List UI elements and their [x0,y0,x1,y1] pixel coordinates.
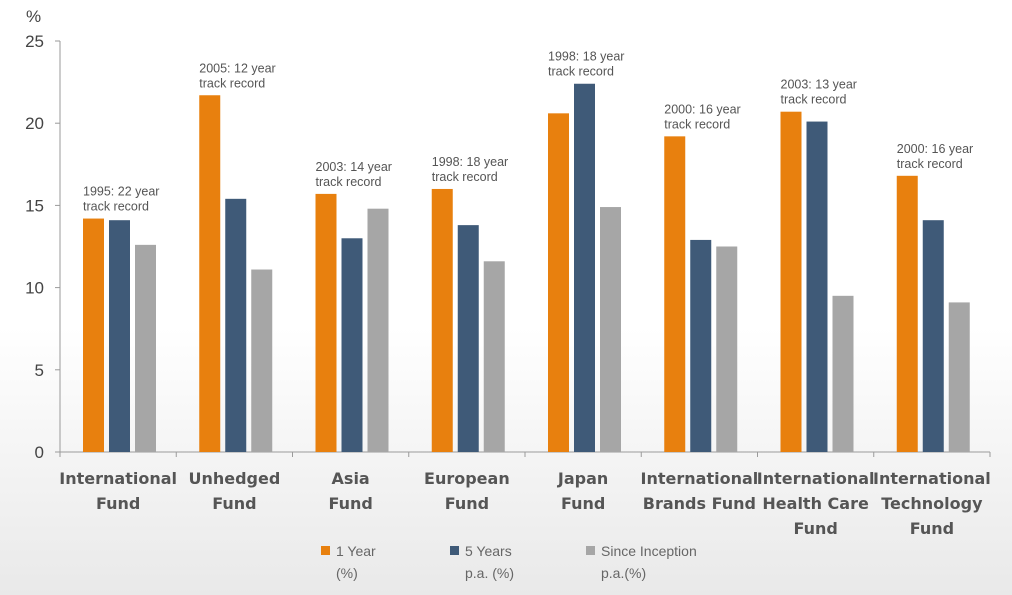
track-record-annotation: 1998: 18 year track record [432,155,508,184]
legend: 1 Year (%) 5 Years p.a. (%) Since Inception p… [321,543,697,581]
bar-series-3-category-3 [367,208,389,452]
category-label: International Fund [59,469,177,513]
legend-label: Since Inception p.a.(%) [601,543,697,581]
bar-series-2-category-4 [457,225,479,452]
bar-series-1-category-6 [664,136,686,453]
y-axis: 0 5 10 15 20 25% [25,7,61,462]
bar-series-1-category-3 [315,193,337,452]
track-record-annotation: 2005: 12 year track record [199,61,275,90]
bar-series-1-category-8 [896,175,918,453]
bar-series-2-category-2 [225,198,247,452]
bar-series-1-category-1 [83,218,104,452]
y-tick-label: 0 [35,443,44,462]
category-label: Unhedged Fund [188,469,280,513]
track-record-annotation: 1998: 18 year track record [548,50,624,79]
legend-label: 5 Years p.a. (%) [465,543,514,581]
bar-series-2-category-7 [806,121,828,452]
bar-series-3-category-7 [832,295,854,452]
track-record-annotation: 1995: 22 year track record [83,185,159,214]
y-tick-label: 25 [25,32,44,51]
bar-series-3-category-4 [483,261,505,452]
bar-series-1-category-2 [199,95,221,452]
x-axis [59,451,991,457]
bars [83,83,970,453]
bar-series-1-category-5 [548,113,569,452]
legend-label: 1 Year (%) [336,543,376,581]
bar-series-3-category-5 [600,207,621,452]
bar-series-2-category-1 [109,220,130,452]
bar-series-1-category-4 [431,188,453,452]
y-tick-label: 15 [25,196,44,215]
y-tick-label: 20 [25,114,44,133]
category-label: Japan Fund [557,469,608,513]
category-label: International Technology Fund [873,469,991,538]
bar-series-2-category-6 [690,239,712,452]
track-record-annotation: 2000: 16 year track record [664,102,740,131]
bar-series-2-category-5 [574,83,595,452]
track-record-annotation: 2000: 16 year track record [897,142,973,171]
track-record-annotation: 2003: 14 year track record [316,160,392,189]
y-axis-unit: % [26,7,41,26]
y-tick-label: 5 [35,361,44,380]
legend-swatch [450,546,459,555]
bar-series-3-category-1 [135,244,156,452]
legend-swatch [321,546,330,555]
bar-series-2-category-8 [922,220,944,452]
legend-swatch [586,546,595,555]
category-label: International Health Care Fund [757,469,875,538]
category-label: International Brands Fund [641,469,759,513]
track-record-annotation: 2003: 13 year track record [781,78,857,107]
bar-series-3-category-6 [716,246,738,452]
bar-series-3-category-2 [251,269,273,452]
category-label: Asia Fund [328,469,372,513]
annotations: 1995: 22 year track record 2005: 12 year tr… [83,50,973,214]
bar-series-1-category-7 [780,111,802,452]
category-label: European Fund [424,469,510,513]
bar-series-3-category-8 [948,302,970,452]
y-tick-label: 10 [25,279,44,298]
bar-series-2-category-3 [341,238,363,452]
